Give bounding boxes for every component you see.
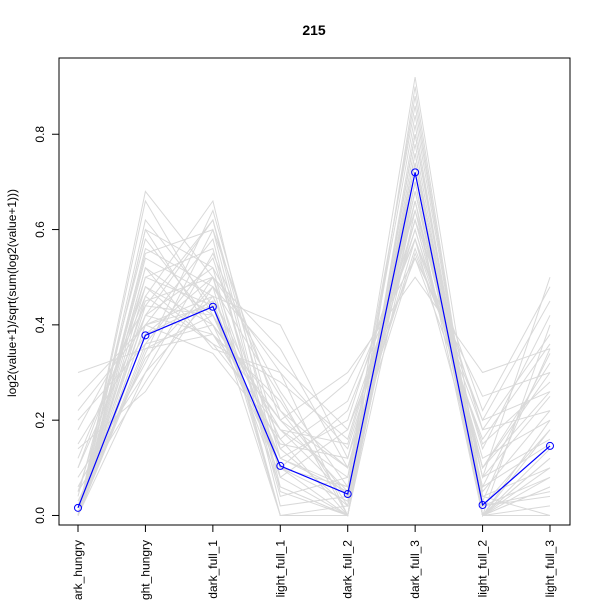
background-series-line	[77, 153, 551, 517]
background-series-group	[77, 77, 551, 518]
background-series-line	[77, 227, 551, 479]
background-series-line	[77, 134, 551, 517]
y-tick-label: 0.4	[33, 316, 47, 333]
background-series-line	[77, 200, 551, 517]
background-series-line	[77, 172, 551, 517]
x-tick-label: dark_hungry	[71, 540, 85, 600]
highlight-series-group	[74, 168, 554, 512]
background-series-line	[77, 210, 551, 518]
background-series-line	[77, 77, 551, 516]
y-tick-label: 0.8	[33, 126, 47, 143]
background-series-line	[77, 218, 551, 468]
highlight-point	[276, 461, 285, 470]
x-tick-label: light_full_3	[543, 540, 557, 598]
background-series-line	[77, 162, 551, 516]
highlight-point	[141, 331, 150, 340]
y-tick-label: 0.0	[33, 507, 47, 524]
background-series-line	[77, 208, 551, 460]
y-axis: 0.0 0.2 0.4 0.6 0.8	[33, 126, 60, 524]
highlight-point	[478, 500, 487, 509]
x-tick-label: dark_full_3	[408, 540, 422, 599]
highlight-point	[411, 168, 420, 177]
x-tick-label: dark_full_2	[341, 540, 355, 599]
chart-title: 215	[302, 22, 326, 38]
x-tick-label: light_hungry	[138, 540, 152, 600]
highlight-point	[546, 441, 554, 450]
y-tick-label: 0.6	[33, 221, 47, 238]
background-series-line	[77, 256, 551, 450]
background-series-line	[77, 247, 551, 478]
x-axis: dark_hungry light_hungry dark_full_1 light_…	[71, 524, 557, 600]
background-series-line	[77, 237, 551, 469]
background-series-line	[77, 134, 551, 516]
y-axis-label: log2(value+1)/sqrt(sum(log2(value+1)))	[5, 189, 19, 397]
background-series-line	[77, 191, 551, 516]
highlight-series-line	[77, 172, 551, 509]
background-series-line	[77, 134, 551, 517]
highlight-point	[74, 503, 82, 512]
highlight-point	[343, 490, 352, 499]
highlight-point	[208, 302, 217, 311]
x-tick-label: dark_full_1	[206, 540, 220, 599]
x-tick-label: light_full_1	[273, 540, 287, 598]
background-series-line	[77, 237, 551, 450]
y-tick-label: 0.2	[33, 411, 47, 428]
x-tick-label: light_full_2	[476, 540, 490, 598]
background-series-line	[77, 105, 551, 516]
